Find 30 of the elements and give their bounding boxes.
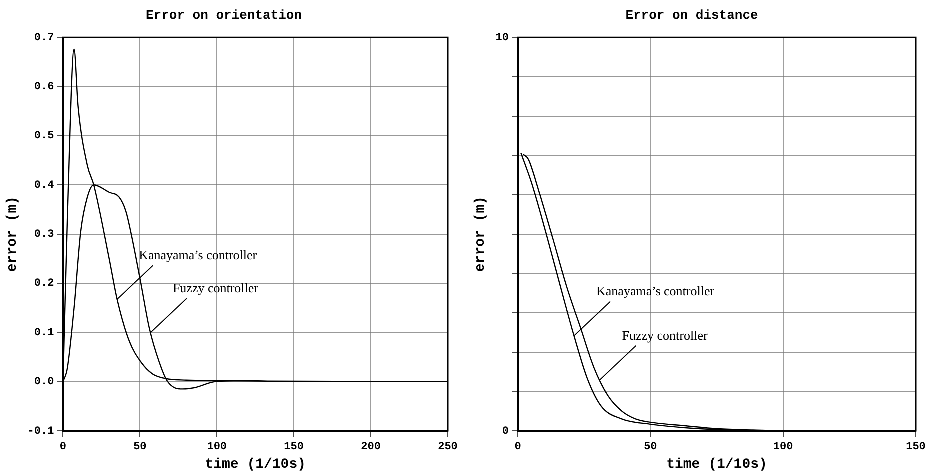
annotation: Fuzzy controller (172, 280, 260, 296)
y-tick-label: 0.6 (34, 82, 54, 94)
y-tick-label: 0.0 (34, 376, 54, 389)
chart-title: Error on orientation (146, 8, 302, 24)
chart-title: Error on distance (626, 8, 759, 24)
x-axis-title: time (1/10s) (205, 457, 306, 473)
y-tick-label: 0.3 (34, 229, 55, 242)
x-tick-label: 0 (60, 441, 67, 454)
y-tick-label: 0.1 (34, 327, 55, 340)
annotation: Kanayama’s controller (139, 248, 258, 263)
x-axis-title: time (1/10s) (666, 457, 768, 473)
y-tick-label: 0.5 (34, 130, 55, 143)
annotation: Fuzzy controller (622, 328, 708, 343)
y-axis-title: error (m) (472, 196, 489, 272)
y-tick-label: 10 (496, 32, 509, 44)
y-tick-label: 0.2 (34, 278, 54, 290)
x-tick-label: 0 (514, 441, 522, 454)
y-tick-label: 0.7 (34, 32, 54, 44)
y-axis-title: error (m) (4, 196, 21, 272)
x-tick-label: 250 (438, 441, 458, 454)
y-tick-label: 0.4 (34, 180, 55, 192)
x-tick-label: 100 (207, 441, 228, 454)
x-tick-label: 50 (644, 441, 658, 454)
x-tick-label: 50 (134, 441, 147, 454)
annotation: Kanayama’s controller (596, 284, 716, 299)
x-tick-label: 100 (773, 441, 794, 454)
y-tick-label: -0.1 (28, 426, 55, 438)
x-tick-label: 200 (361, 441, 381, 454)
x-tick-label: 150 (284, 441, 304, 454)
x-tick-label: 150 (906, 441, 926, 454)
